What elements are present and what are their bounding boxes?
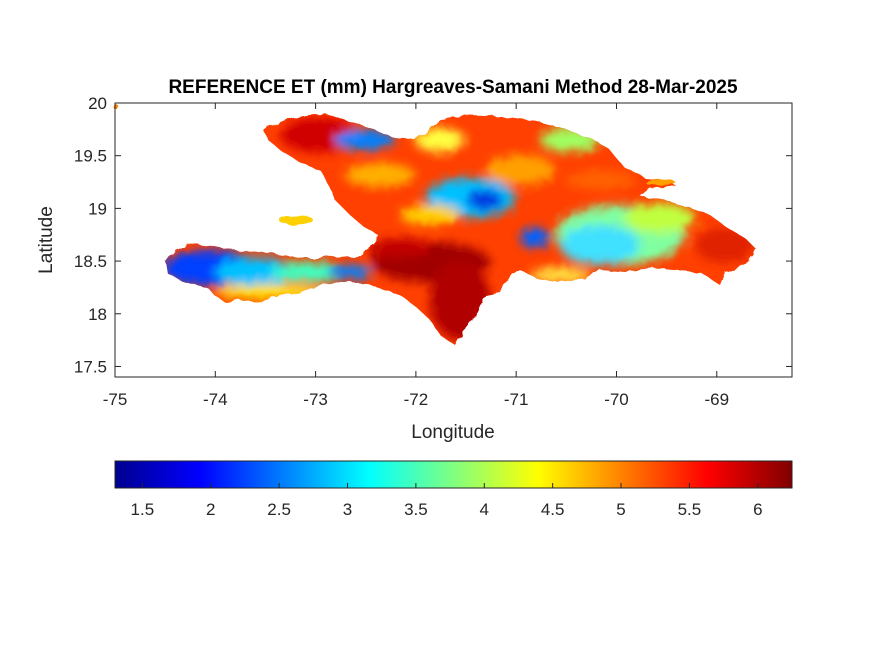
colorbar-tick-label: 1.5 [131,500,155,519]
y-tick-label: 17.5 [74,357,107,376]
x-tick-label: -71 [504,390,529,409]
colorbar-ticks: 1.5 2 2.5 3 3.5 4 4.5 5 5.5 6 [131,483,763,519]
colorbar-tick-label: 2 [206,500,215,519]
colorbar-tick-label: 4.5 [541,500,565,519]
y-tick-label: 19.5 [74,147,107,166]
samana-peninsula-fragment [645,179,675,185]
x-tick-label: -75 [103,390,128,409]
colorbar-tick-label: 3.5 [404,500,428,519]
colorbar-tick-label: 5.5 [678,500,702,519]
y-tick-label: 19 [88,199,107,218]
x-tick-label: -74 [203,390,228,409]
colorbar-tick-label: 2.5 [267,500,291,519]
colorbar-tick-label: 6 [753,500,762,519]
colorbar [114,460,793,489]
x-axis: -75 -74 -73 -72 -71 -70 -69 [103,103,729,409]
y-tick-label: 18 [88,305,107,324]
colorbar-tick-label: 3 [343,500,352,519]
x-tick-label: -72 [404,390,429,409]
chart-title: REFERENCE ET (mm) Hargreaves-Samani Meth… [168,77,738,98]
x-tick-label: -69 [704,390,729,409]
y-tick-label: 20 [88,94,107,113]
y-axis-label: Latitude [36,206,57,274]
colorbar-tick-label: 5 [616,500,625,519]
x-axis-label: Longitude [411,422,494,443]
x-tick-label: -70 [604,390,629,409]
x-tick-label: -73 [303,390,328,409]
y-axis: 17.5 18 18.5 19 19.5 20 [74,94,792,376]
colorbar-tick-label: 4 [480,500,489,519]
tortuga-fragment [115,105,119,111]
y-tick-label: 18.5 [74,252,107,271]
gonave-island [279,215,313,225]
